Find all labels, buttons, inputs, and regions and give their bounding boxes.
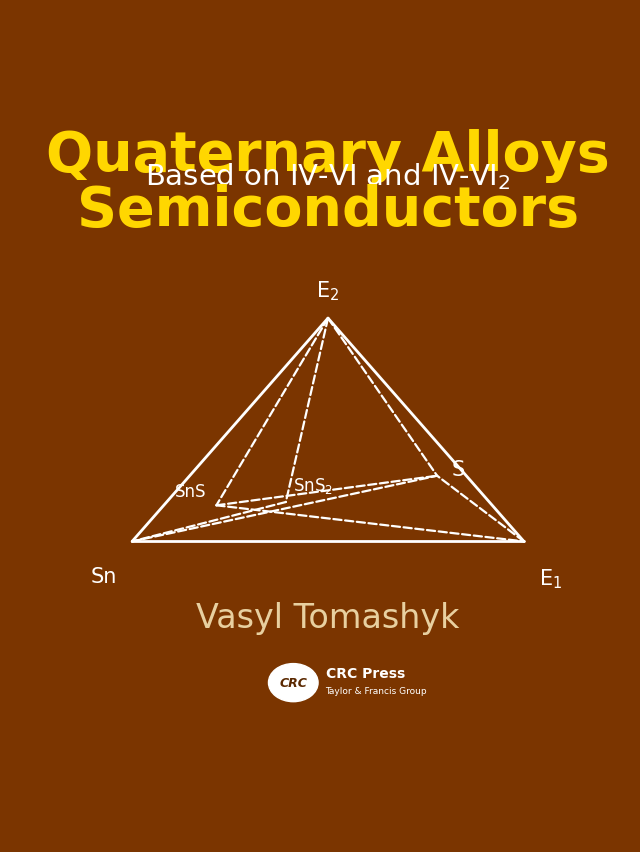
Text: $\mathdefault{E_2}$: $\mathdefault{E_2}$ (316, 279, 340, 302)
Text: Based on IV-VI and IV-VI$_2$: Based on IV-VI and IV-VI$_2$ (145, 161, 511, 192)
Text: Quaternary Alloys: Quaternary Alloys (46, 129, 610, 182)
Text: CRC: CRC (279, 676, 307, 689)
Text: SnS: SnS (175, 482, 207, 500)
Text: Sn: Sn (91, 567, 117, 587)
Text: Semiconductors: Semiconductors (77, 184, 579, 239)
Text: SnS$_2$: SnS$_2$ (293, 476, 333, 496)
Ellipse shape (269, 664, 318, 702)
Text: Taylor & Francis Group: Taylor & Francis Group (326, 686, 427, 695)
Text: $\mathdefault{E_1}$: $\mathdefault{E_1}$ (539, 567, 562, 590)
Text: Vasyl Tomashyk: Vasyl Tomashyk (196, 601, 460, 634)
Text: CRC Press: CRC Press (326, 666, 404, 681)
Text: S: S (452, 459, 465, 480)
